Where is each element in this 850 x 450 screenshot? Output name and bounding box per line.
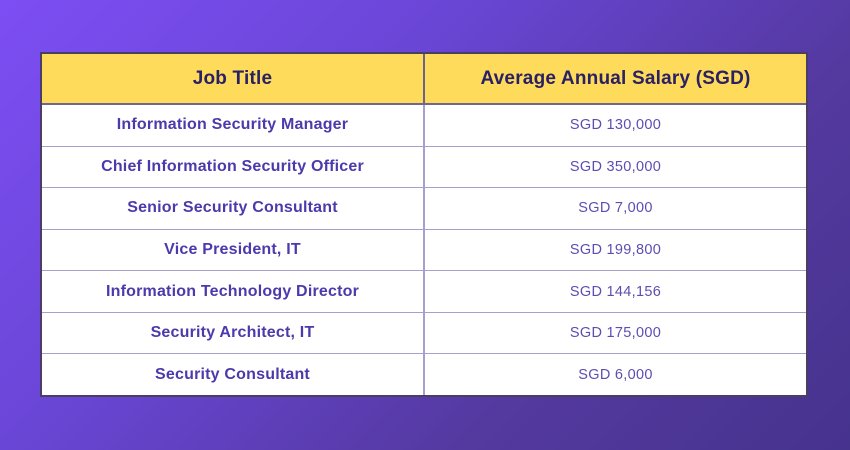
salary-table: Job Title Average Annual Salary (SGD) In… xyxy=(40,52,808,397)
salary-cell: SGD 144,156 xyxy=(569,283,662,300)
salary-cell: SGD 175,000 xyxy=(569,325,662,342)
table-row: Vice President, IT SGD 199,800 xyxy=(42,228,806,271)
job-title-cell: Security Architect, IT xyxy=(42,312,425,354)
table-row: Senior Security Consultant SGD 7,000 xyxy=(42,187,806,229)
job-title-cell: Information Technology Director xyxy=(42,271,425,312)
table-header-row: Job Title Average Annual Salary (SGD) xyxy=(42,54,806,105)
table-row: Security Architect, IT SGD 175,000 xyxy=(42,311,806,354)
table-row: Information Security Manager SGD 130,000 xyxy=(42,105,806,146)
job-title-cell: Security Consultant xyxy=(42,354,425,396)
job-title-cell: Information Security Manager xyxy=(42,105,425,146)
table-body: Information Security Manager SGD 130,000… xyxy=(42,105,806,396)
column-header-job-title: Job Title xyxy=(42,54,425,103)
salary-cell: SGD 199,800 xyxy=(569,242,662,259)
table-row: Chief Information Security Officer SGD 3… xyxy=(42,145,806,188)
salary-cell: SGD 130,000 xyxy=(569,117,662,134)
job-title-cell: Vice President, IT xyxy=(42,229,425,271)
table-row: Security Consultant SGD 6,000 xyxy=(42,353,806,396)
table-row: Information Technology Director SGD 144,… xyxy=(42,270,806,312)
job-title-cell: Chief Information Security Officer xyxy=(42,146,425,188)
column-header-average-salary: Average Annual Salary (SGD) xyxy=(480,67,751,89)
salary-cell: SGD 6,000 xyxy=(578,366,653,383)
salary-cell: SGD 350,000 xyxy=(569,158,662,175)
job-title-cell: Senior Security Consultant xyxy=(42,188,425,229)
salary-cell: SGD 7,000 xyxy=(578,200,653,217)
